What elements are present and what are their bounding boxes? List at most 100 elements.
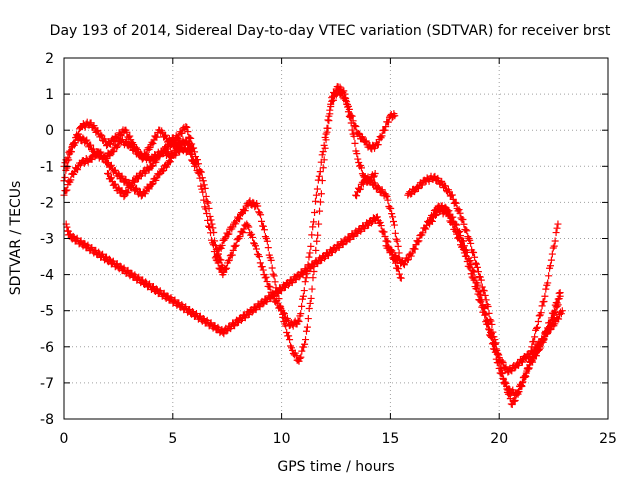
data-point <box>478 303 486 311</box>
data-point <box>109 137 117 145</box>
data-point <box>211 242 219 250</box>
data-point <box>422 225 430 233</box>
data-point <box>544 279 552 287</box>
data-point <box>353 150 361 158</box>
data-point <box>114 142 122 150</box>
data-point <box>392 259 400 267</box>
data-point <box>474 290 482 298</box>
y-tick-label: 0 <box>45 123 54 139</box>
data-point <box>229 246 237 254</box>
data-point <box>203 209 211 217</box>
x-tick-label: 20 <box>490 431 508 447</box>
data-point <box>111 180 119 188</box>
data-point <box>418 181 426 189</box>
data-point <box>494 359 502 367</box>
data-point <box>123 128 131 136</box>
data-point <box>145 185 153 193</box>
data-point <box>187 150 195 158</box>
data-point <box>470 276 478 284</box>
data-point <box>90 122 98 130</box>
data-point <box>456 209 464 217</box>
y-tick-label: -2 <box>40 195 54 211</box>
data-point <box>357 164 365 172</box>
data-point <box>97 148 105 156</box>
data-point <box>124 188 132 196</box>
data-point <box>545 272 553 280</box>
data-point <box>390 218 398 226</box>
data-point <box>550 307 558 315</box>
data-point <box>529 354 537 362</box>
data-point <box>525 364 533 372</box>
data-point <box>462 252 470 260</box>
data-point <box>92 246 100 254</box>
data-point <box>74 166 82 174</box>
data-point <box>548 250 556 258</box>
x-axis-label: GPS time / hours <box>277 459 394 475</box>
data-point <box>244 222 252 230</box>
x-tick-label: 25 <box>599 431 617 447</box>
data-point <box>383 237 391 245</box>
data-point <box>67 176 75 184</box>
data-point <box>302 336 310 344</box>
data-point <box>228 251 236 259</box>
data-point <box>208 220 216 228</box>
data-points <box>60 83 566 409</box>
data-point <box>225 230 233 238</box>
data-point <box>449 221 457 229</box>
data-point <box>486 332 494 340</box>
data-point <box>91 153 99 161</box>
data-point <box>471 253 479 261</box>
data-point <box>278 287 286 295</box>
data-point <box>367 219 375 227</box>
data-point <box>463 227 471 235</box>
data-point <box>477 298 485 306</box>
data-point <box>462 226 470 234</box>
data-point <box>551 237 559 245</box>
data-point <box>315 172 323 180</box>
data-point <box>259 300 267 308</box>
data-point <box>315 220 323 228</box>
y-tick-labels: 2 1 0 -1 -2 -3 -4 -5 -6 -7 -8 <box>40 51 54 428</box>
data-point <box>391 255 399 263</box>
data-point <box>463 257 471 265</box>
data-point <box>303 323 311 331</box>
y-tick-label: 1 <box>45 87 54 103</box>
data-point <box>223 264 231 272</box>
data-point <box>540 335 548 343</box>
data-point <box>459 246 467 254</box>
data-point <box>191 162 199 170</box>
data-point <box>137 192 145 200</box>
data-point <box>126 132 134 140</box>
data-point <box>351 139 359 147</box>
data-point <box>383 193 391 201</box>
data-point <box>106 152 114 160</box>
data-point <box>393 237 401 245</box>
y-tick-label: -6 <box>40 340 54 356</box>
data-point <box>331 246 339 254</box>
data-point <box>547 256 555 264</box>
data-point <box>292 352 300 360</box>
data-point <box>200 196 208 204</box>
data-point <box>94 126 102 134</box>
data-point <box>486 316 494 324</box>
data-point <box>394 265 402 273</box>
data-point <box>166 158 174 166</box>
data-point <box>394 242 402 250</box>
data-point <box>189 308 197 316</box>
data-point <box>133 144 141 152</box>
data-point <box>384 196 392 204</box>
data-point <box>395 270 403 278</box>
data-point <box>309 274 317 282</box>
data-point <box>142 151 150 159</box>
data-point <box>210 228 218 236</box>
data-point <box>248 230 256 238</box>
data-point <box>170 151 178 159</box>
y-tick-label: 2 <box>45 51 54 67</box>
data-point <box>266 283 274 291</box>
data-point <box>241 207 249 215</box>
data-point <box>459 216 467 224</box>
data-point <box>514 389 522 397</box>
data-point <box>224 326 232 334</box>
data-point <box>472 260 480 268</box>
data-point <box>350 132 358 140</box>
